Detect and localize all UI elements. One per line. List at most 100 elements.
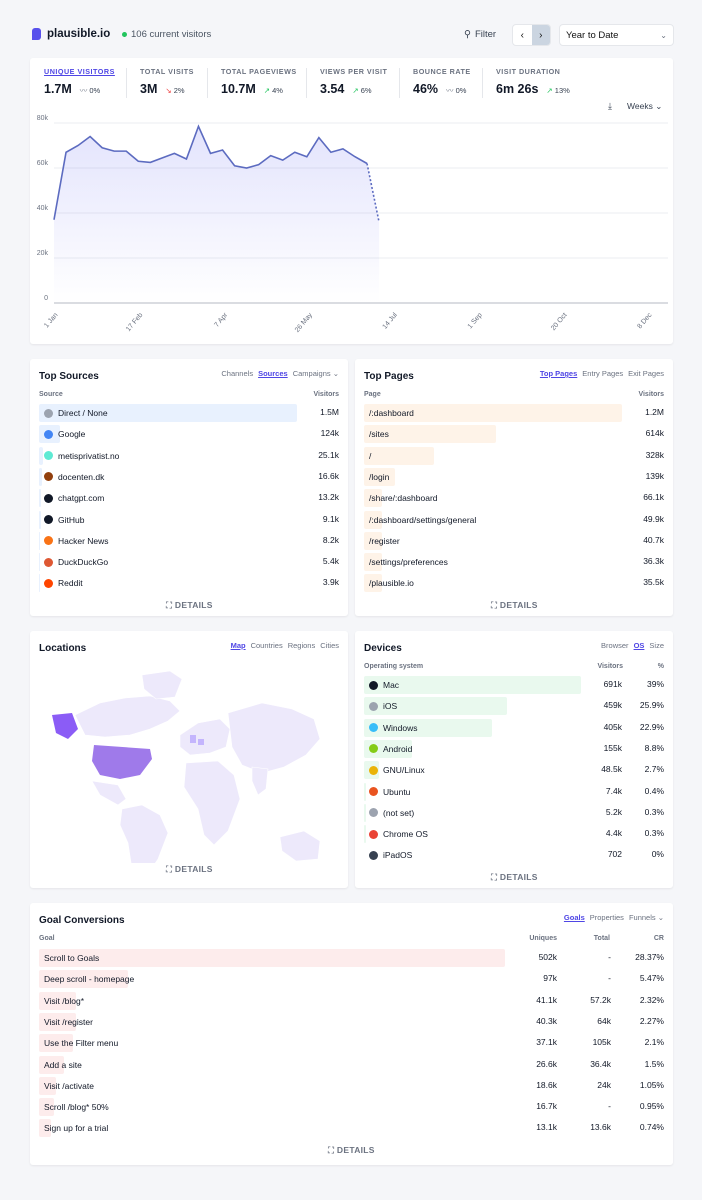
stat-0[interactable]: UNIQUE VISITORS 1.7M 〰 0%: [44, 67, 115, 97]
goals-row[interactable]: Visit /blog* 41.1k 57.2k 2.32%: [39, 991, 664, 1010]
pages-row[interactable]: / 328k: [364, 446, 664, 465]
tab-sources[interactable]: Sources: [258, 369, 288, 378]
goals-details-button[interactable]: ⛶ DETAILS: [328, 1145, 375, 1155]
x-tick-label: 1 Jan: [43, 312, 59, 330]
download-icon[interactable]: ⤓: [608, 101, 612, 111]
devices-row[interactable]: (not set) 5.2k 0.3%: [364, 803, 664, 822]
tab-size[interactable]: Size: [649, 641, 664, 650]
sources-label: Direct / None: [58, 408, 108, 418]
prev-period-button[interactable]: ‹: [520, 29, 524, 41]
sources-row[interactable]: GitHub 9.1k: [39, 510, 339, 529]
devices-row[interactable]: Android 155k 8.8%: [364, 739, 664, 758]
tab-campaigns[interactable]: Campaigns ⌄: [292, 369, 339, 378]
tab-top-pages[interactable]: Top Pages: [539, 369, 578, 378]
interval-picker[interactable]: Weeks ⌄: [627, 101, 663, 111]
tab-os[interactable]: OS: [633, 641, 645, 650]
filter-button[interactable]: ⚲ Filter: [464, 29, 496, 40]
pages-value: 49.9k: [643, 513, 664, 524]
pages-row[interactable]: /share/:dashboard 66.1k: [364, 489, 664, 508]
devices-row[interactable]: iOS 459k 25.9%: [364, 697, 664, 716]
tab-map[interactable]: Map: [230, 641, 246, 650]
devices-row[interactable]: GNU/Linux 48.5k 2.7%: [364, 761, 664, 780]
goals-row[interactable]: Deep scroll - homepage 97k - 5.47%: [39, 970, 664, 989]
devices-details-button[interactable]: ⛶ DETAILS: [491, 872, 538, 882]
visitors-area: [54, 126, 380, 303]
sources-bar: [39, 489, 42, 508]
devices-label-wrap: Mac: [369, 680, 399, 690]
goals-row[interactable]: Scroll to Goals 502k - 28.37%: [39, 949, 664, 967]
goals-row[interactable]: Add a site 26.6k 36.4k 1.5%: [39, 1055, 664, 1074]
pages-row[interactable]: /settings/preferences 36.3k: [364, 553, 664, 572]
goals-row[interactable]: Visit /activate 18.6k 24k 1.05%: [39, 1076, 664, 1095]
stat-5[interactable]: VISIT DURATION 6m 26s ↗ 13%: [496, 67, 570, 97]
site-switcher[interactable]: plausible.io ⌄: [32, 28, 129, 40]
pages-bar: [364, 574, 382, 593]
pages-value: 1.2M: [645, 407, 664, 417]
tab-cities[interactable]: Cities: [320, 641, 339, 650]
sources-row[interactable]: Hacker News 8.2k: [39, 531, 339, 550]
goals-row[interactable]: Use the Filter menu 37.1k 105k 2.1%: [39, 1034, 664, 1053]
site-name: plausible.io: [47, 28, 111, 40]
sources-row[interactable]: metisprivatist.no 25.1k: [39, 446, 339, 465]
devices-label-wrap: GNU/Linux: [369, 765, 425, 775]
tab-exit-pages[interactable]: Exit Pages: [628, 369, 664, 378]
stat-3[interactable]: VIEWS PER VISIT 3.54 ↗ 6%: [320, 67, 387, 97]
tab-properties[interactable]: Properties: [589, 913, 624, 922]
tab-entry-pages[interactable]: Entry Pages: [582, 369, 624, 378]
devices-row[interactable]: Windows 405k 22.9%: [364, 718, 664, 737]
devices-row[interactable]: Mac 691k 39%: [364, 676, 664, 694]
sources-row[interactable]: docenten.dk 16.6k: [39, 467, 339, 486]
stat-2[interactable]: TOTAL PAGEVIEWS 10.7M ↗ 4%: [221, 67, 297, 97]
map-germany: [198, 739, 204, 745]
tab-channels[interactable]: Channels: [221, 369, 254, 378]
devices-value: 155k: [603, 742, 622, 753]
stat-1[interactable]: TOTAL VISITS 3M ↘ 2%: [140, 67, 194, 97]
y-tick-label: 0: [44, 295, 48, 302]
period-picker[interactable]: Year to Date ⌄: [559, 24, 674, 46]
goals-row[interactable]: Sign up for a trial 13.1k 13.6k 0.74%: [39, 1119, 664, 1138]
tab-regions[interactable]: Regions: [287, 641, 316, 650]
pages-row[interactable]: /:dashboard 1.2M: [364, 404, 664, 422]
current-visitors[interactable]: 106 current visitors: [122, 29, 211, 40]
pages-row[interactable]: /:dashboard/settings/general 49.9k: [364, 510, 664, 529]
devices-row[interactable]: Chrome OS 4.4k 0.3%: [364, 825, 664, 844]
devices-row[interactable]: Ubuntu 7.4k 0.4%: [364, 782, 664, 801]
sources-col-visitors: Visitors: [313, 391, 339, 398]
devices-value: 405k: [603, 721, 622, 732]
goals-row[interactable]: Scroll /blog* 50% 16.7k - 0.95%: [39, 1098, 664, 1117]
goals-cr: 2.32%: [639, 994, 664, 1005]
pages-row[interactable]: /plausible.io 35.5k: [364, 574, 664, 593]
pages-label-wrap: /:dashboard: [369, 408, 414, 418]
pages-row[interactable]: /sites 614k: [364, 425, 664, 444]
sources-row[interactable]: DuckDuckGo 5.4k: [39, 553, 339, 572]
sources-details-button[interactable]: ⛶ DETAILS: [166, 600, 213, 610]
goals-row[interactable]: Visit /register 40.3k 64k 2.27%: [39, 1012, 664, 1031]
sources-label: Reddit: [58, 578, 83, 589]
sources-row[interactable]: Direct / None 1.5M: [39, 404, 339, 422]
stat-change: ↘ 2%: [165, 86, 184, 95]
next-period-button[interactable]: ›: [531, 25, 550, 45]
locations-details-button[interactable]: ⛶ DETAILS: [166, 864, 213, 874]
tab-countries[interactable]: Countries: [250, 641, 283, 650]
chevron-down-icon: ⌄: [660, 30, 667, 40]
tab-browser[interactable]: Browser: [601, 641, 629, 650]
goals-title: Goal Conversions: [39, 915, 125, 926]
pages-row[interactable]: /register 40.7k: [364, 531, 664, 550]
sources-label: docenten.dk: [58, 471, 105, 482]
locations-title: Locations: [39, 643, 87, 654]
devices-value: 7.4k: [605, 785, 622, 796]
goals-bar: [39, 991, 77, 1010]
devices-label: iOS: [383, 701, 398, 712]
pages-details-button[interactable]: ⛶ DETAILS: [491, 600, 538, 610]
stat-4[interactable]: BOUNCE RATE 46% 〰 0%: [413, 67, 471, 97]
pages-row[interactable]: /login 139k: [364, 467, 664, 486]
tab-goals[interactable]: Goals: [563, 913, 585, 922]
tab-funnels[interactable]: Funnels ⌄: [628, 913, 664, 922]
devices-row[interactable]: iPadOS 702 0%: [364, 846, 664, 864]
sources-row[interactable]: chatgpt.com 13.2k: [39, 489, 339, 508]
tab-campaigns-label: Campaigns: [292, 369, 331, 378]
sources-label: metisprivatist.no: [58, 450, 120, 461]
world-map[interactable]: [30, 663, 348, 863]
sources-row[interactable]: Reddit 3.9k: [39, 574, 339, 593]
sources-row[interactable]: Google 124k: [39, 425, 339, 444]
